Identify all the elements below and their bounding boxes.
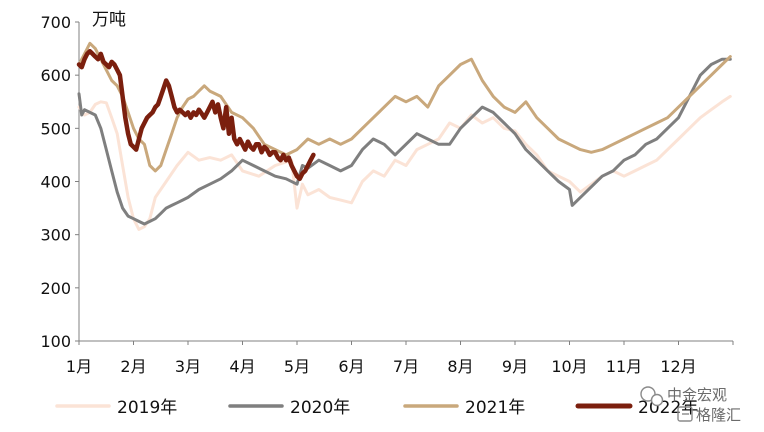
legend-label: 2020年 bbox=[290, 398, 350, 418]
y-tick-label: 700 bbox=[40, 13, 71, 32]
x-tick-label: 3月 bbox=[175, 357, 201, 376]
series-line-2020年 bbox=[77, 57, 732, 226]
legend-item: 2019年 bbox=[55, 398, 177, 418]
y-tick-label: 400 bbox=[40, 173, 71, 192]
y-tick-label: 500 bbox=[40, 119, 71, 138]
axes bbox=[78, 22, 733, 342]
legend-item: 2021年 bbox=[403, 398, 525, 418]
y-axis-unit-label: 万吨 bbox=[92, 10, 126, 30]
series-line-2022年 bbox=[76, 48, 316, 182]
legend-item: 2020年 bbox=[228, 398, 350, 418]
y-tick-labels: 100 200 300 400 500 600 700 bbox=[40, 13, 79, 351]
series-lines bbox=[76, 41, 732, 231]
legend-label: 2021年 bbox=[465, 398, 525, 418]
x-tick-label: 7月 bbox=[393, 357, 419, 376]
series-line-2021年 bbox=[77, 41, 732, 173]
y-tick-label: 200 bbox=[40, 279, 71, 298]
watermark-text-2: 格隆汇 bbox=[696, 406, 741, 424]
watermark-text-1: 中金宏观 bbox=[667, 386, 727, 404]
x-tick-label: 10月 bbox=[551, 357, 587, 376]
x-tick-label: 6月 bbox=[338, 357, 364, 376]
y-tick-label: 100 bbox=[40, 332, 71, 351]
gelonghui-logo-icon bbox=[677, 406, 693, 422]
legend-label: 2019年 bbox=[117, 398, 177, 418]
x-tick-label: 5月 bbox=[284, 357, 310, 376]
watermark: 中金宏观 格隆汇 bbox=[640, 386, 741, 424]
y-tick-label: 600 bbox=[40, 66, 71, 85]
legend: 2019年 2020年 2021年 2022年 bbox=[55, 398, 698, 418]
x-tick-label: 8月 bbox=[447, 357, 473, 376]
x-tick-label: 4月 bbox=[229, 357, 255, 376]
x-tick-labels: 1月 2月 3月 4月 5月 6月 7月 8月 9月 10月 11月 12月 bbox=[66, 341, 734, 376]
y-tick-label: 300 bbox=[40, 226, 71, 245]
x-tick-label: 1月 bbox=[66, 357, 92, 376]
wechat-icon bbox=[640, 386, 664, 407]
x-tick-label: 9月 bbox=[502, 357, 528, 376]
x-tick-label: 12月 bbox=[660, 357, 696, 376]
x-tick-label: 2月 bbox=[120, 357, 146, 376]
x-tick-label: 11月 bbox=[606, 357, 642, 376]
